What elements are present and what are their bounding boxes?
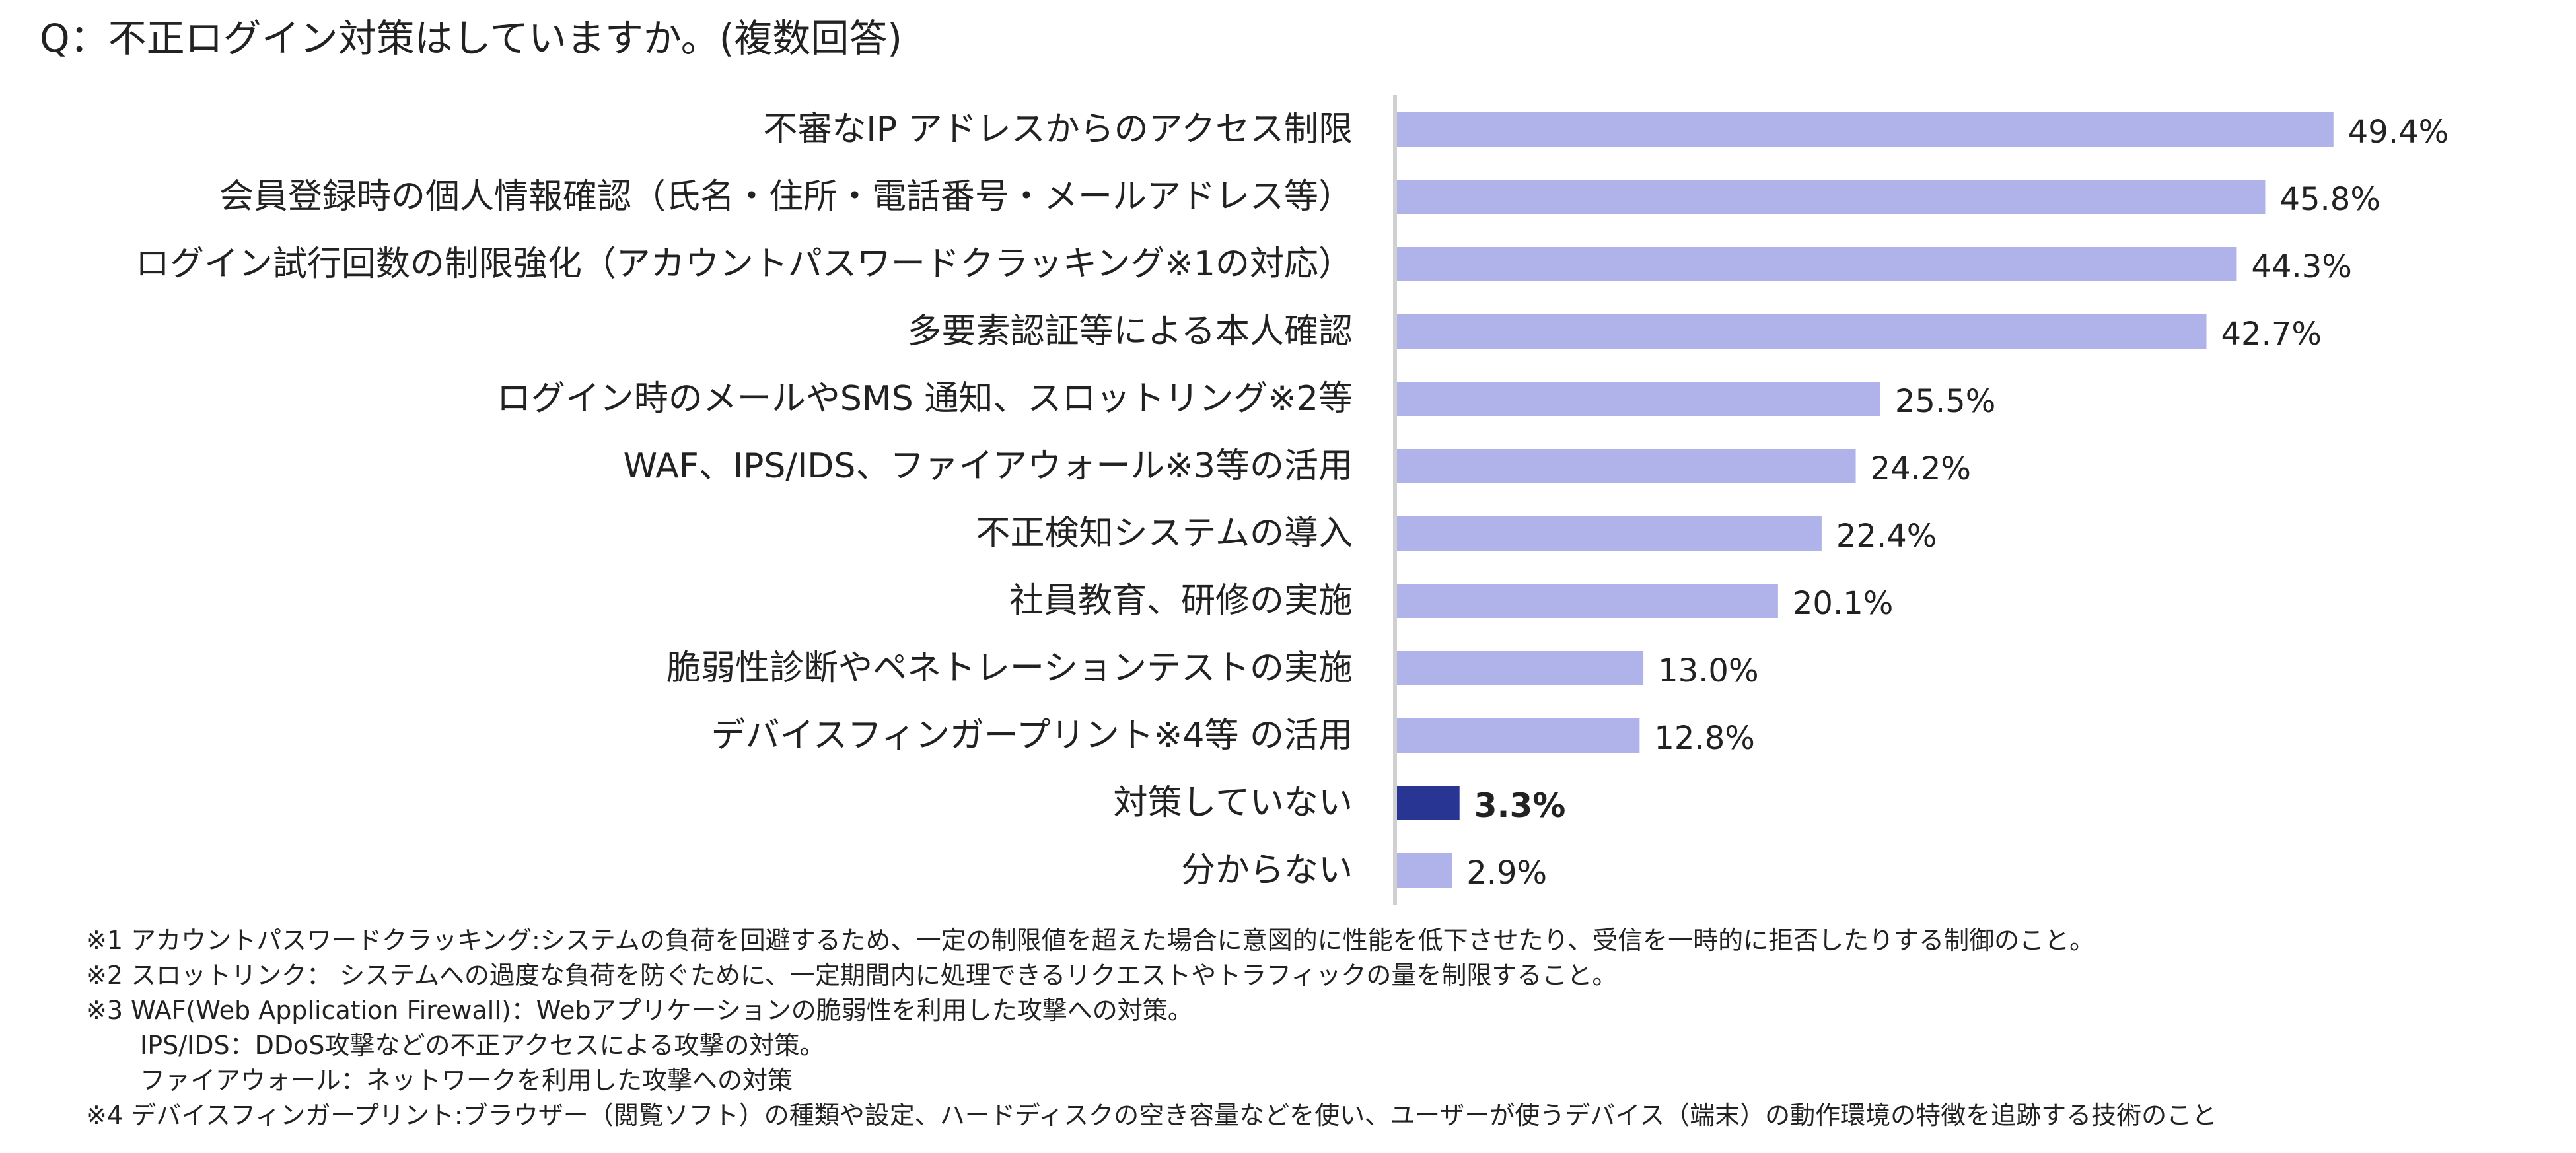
bar — [1397, 449, 1856, 483]
data-label: 22.4% — [1836, 518, 1937, 555]
data-label: 24.2% — [1871, 450, 1971, 487]
footnote-3-ips: IPS/IDS：DDoS攻撃などの不正アクセスによる攻撃の対策。 — [140, 1031, 825, 1060]
data-label: 13.0% — [1658, 652, 1758, 689]
category-label: 脆弱性診断やペネトレーションテストの実施 — [666, 648, 1353, 688]
category-label: ログイン時のメールやSMS 通知、スロットリング※2等 — [497, 379, 1353, 419]
footnote-3: ※3 WAF(Web Application Firewall)：Webアプリケ… — [86, 996, 1193, 1025]
footnote-2: ※2 スロットリンク： システムへの過度な負荷を防ぐために、一定期間内に処理でき… — [86, 961, 1618, 990]
data-label: 49.4% — [2348, 114, 2449, 151]
data-label: 3.3% — [1474, 786, 1566, 825]
category-label: ログイン試行回数の制限強化（アカウントパスワードクラッキング※1の対応） — [135, 244, 1353, 284]
footnote-1: ※1 アカウントパスワードクラッキング:システムの負荷を回避するため、一定の制限… — [86, 926, 2095, 955]
category-label: 不審なIP アドレスからのアクセス制限 — [763, 110, 1353, 149]
data-label: 20.1% — [1793, 585, 1893, 622]
bar — [1397, 718, 1640, 753]
bar — [1397, 651, 1644, 685]
chart-title: Q：不正ログイン対策はしていますか。(複数回答) — [40, 16, 903, 61]
bar — [1397, 180, 2266, 214]
footnote-3-firewall: ファイアウォール：ネットワークを利用した攻撃への対策 — [140, 1066, 793, 1095]
data-label: 44.3% — [2251, 248, 2351, 285]
category-label: 社員教育、研修の実施 — [1009, 581, 1353, 621]
data-label: 25.5% — [1895, 383, 1995, 420]
footnotes: ※1 アカウントパスワードクラッキング:システムの負荷を回避するため、一定の制限… — [86, 923, 2217, 1133]
category-label: 対策していない — [1114, 783, 1353, 823]
bar — [1397, 247, 2237, 281]
data-label: 42.7% — [2221, 316, 2321, 353]
category-label: 分からない — [1181, 851, 1353, 890]
category-label: 多要素認証等による本人確認 — [908, 312, 1353, 351]
bar — [1397, 584, 1778, 618]
bar — [1397, 382, 1880, 416]
data-label: 2.9% — [1466, 855, 1547, 891]
bar — [1397, 314, 2207, 349]
bar — [1397, 112, 2334, 147]
data-label: 45.8% — [2279, 181, 2380, 218]
category-label: 会員登録時の個人情報確認（氏名・住所・電話番号・メールアドレス等） — [219, 177, 1353, 217]
bar — [1397, 786, 1460, 820]
data-label: 12.8% — [1654, 720, 1754, 757]
bar-chart: 不審なIP アドレスからのアクセス制限 49.4% 会員登録時の個人情報確認（氏名・… — [135, 95, 2449, 905]
bar — [1397, 853, 1452, 888]
category-label: 不正検知システムの導入 — [976, 514, 1353, 553]
bar — [1397, 516, 1822, 551]
category-label: デバイスフィンガープリント※4等 の活用 — [711, 716, 1353, 755]
footnote-4: ※4 デバイスフィンガープリント:ブラウザー（閲覧ソフト）の種類や設定、ハードデ… — [86, 1101, 2217, 1130]
category-label: WAF、IPS/IDS、ファイアウォール※3等の活用 — [624, 446, 1353, 486]
